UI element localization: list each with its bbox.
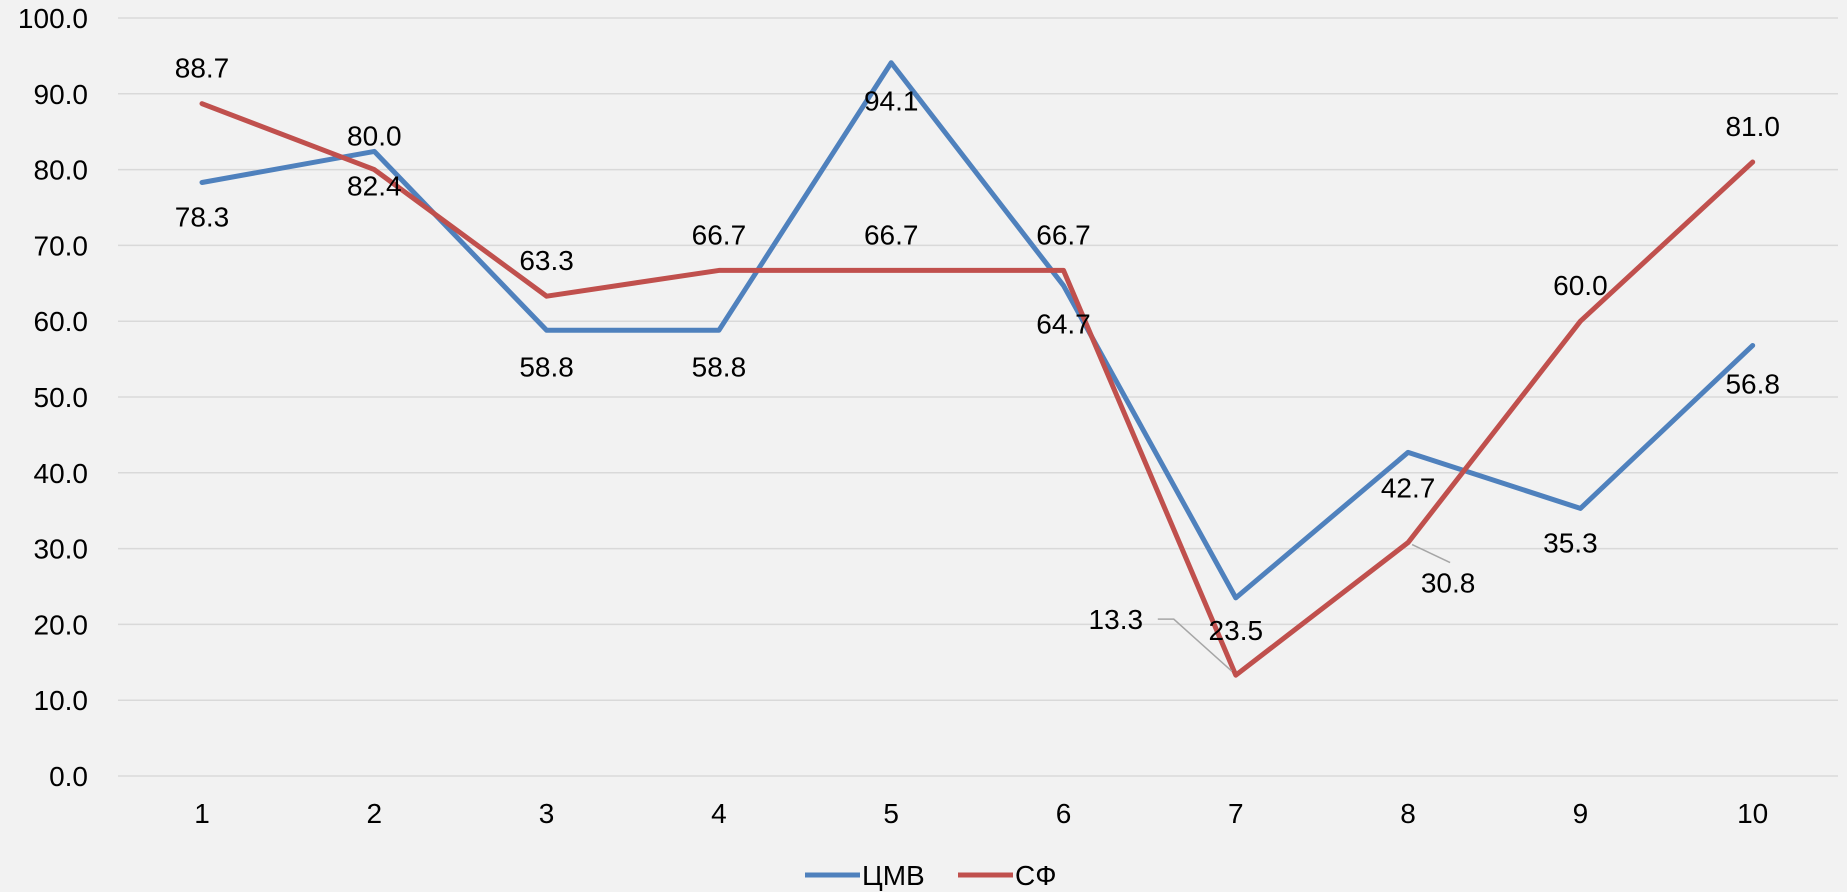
data-label: 78.3 [175,201,230,232]
x-tick-label: 1 [194,798,210,829]
x-tick-label: 9 [1573,798,1589,829]
data-label: 42.7 [1381,472,1436,503]
legend-label: СФ [1015,860,1057,891]
data-label: 81.0 [1725,111,1780,142]
y-tick-label: 20.0 [34,609,89,640]
x-tick-label: 6 [1056,798,1072,829]
data-label: 80.0 [347,121,402,152]
y-tick-label: 80.0 [34,155,89,186]
legend: ЦМВ СФ [805,860,1057,891]
data-label: 13.3 [1089,604,1144,635]
series-line-1 [199,60,1756,601]
y-tick-label: 40.0 [34,458,89,489]
y-tick-label: 50.0 [34,382,89,413]
data-label: 66.7 [864,219,919,250]
y-tick-label: 10.0 [34,685,89,716]
legend-label: ЦМВ [862,860,925,891]
leader-lines [1157,543,1451,672]
data-label: 56.8 [1725,368,1780,399]
data-labels: 78.3 82.4 58.8 58.8 94.1 64.7 23.5 42.7 35.3 56.8… [175,53,1780,646]
gridlines [118,17,1838,777]
y-tick-label: 60.0 [34,306,89,337]
data-label: 58.8 [692,351,747,382]
x-tick-label: 5 [883,798,899,829]
x-tick-label: 3 [539,798,555,829]
y-tick-label: 90.0 [34,79,89,110]
x-tick-label: 4 [711,798,727,829]
data-label: 23.5 [1209,615,1264,646]
data-label: 66.7 [1036,219,1091,250]
data-label: 82.4 [347,170,402,201]
x-axis-ticks: 1 2 3 4 5 6 7 8 9 10 [194,798,1768,829]
y-axis-ticks: 0.0 10.0 20.0 30.0 40.0 50.0 60.0 70.0 80.0 90.0 1… [18,3,88,792]
leader-line [1157,618,1233,672]
data-label: 64.7 [1036,309,1091,340]
data-label: 94.1 [864,86,919,117]
data-label: 60.0 [1553,270,1608,301]
data-label: 66.7 [692,219,747,250]
x-tick-label: 8 [1400,798,1416,829]
x-tick-label: 2 [367,798,383,829]
leader-line [1411,543,1451,564]
y-tick-label: 30.0 [34,534,89,565]
data-label: 88.7 [175,53,230,84]
data-label: 30.8 [1421,568,1476,599]
y-tick-label: 70.0 [34,230,89,261]
y-tick-label: 0.0 [49,761,88,792]
series-line-2 [199,101,1756,678]
x-tick-label: 10 [1737,798,1768,829]
x-tick-label: 7 [1228,798,1244,829]
series-lines [199,60,1756,678]
y-tick-label: 100.0 [18,3,88,34]
data-label: 35.3 [1543,527,1598,558]
data-label: 63.3 [519,245,574,276]
data-label: 58.8 [519,351,574,382]
